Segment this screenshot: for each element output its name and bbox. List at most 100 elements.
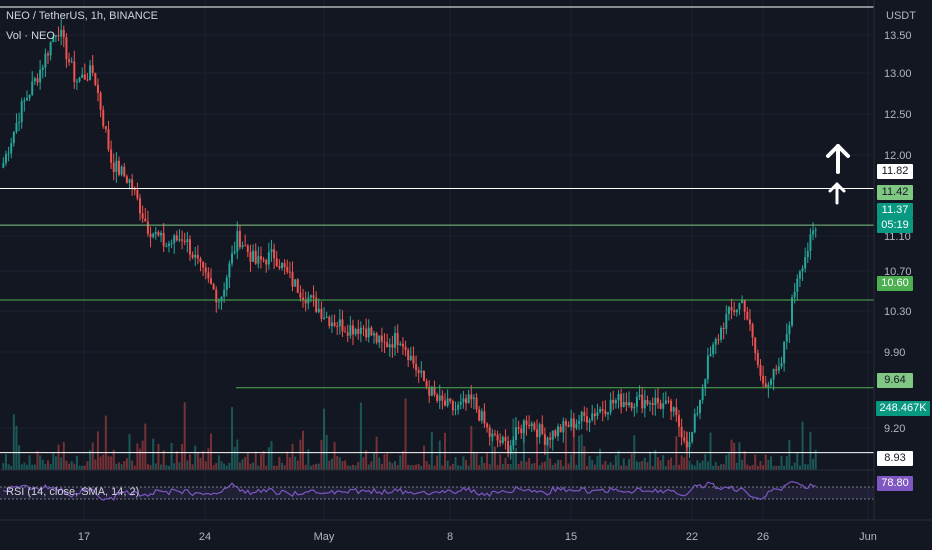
candle-body (730, 307, 733, 311)
candle-body (183, 240, 186, 243)
candle-body (580, 412, 583, 422)
volume-bar (617, 450, 620, 470)
candle-body (52, 36, 55, 43)
candle-body (288, 271, 291, 273)
candle-body (165, 245, 168, 247)
candle-body (638, 394, 641, 397)
candle-body (722, 328, 725, 330)
candle-body (36, 78, 39, 83)
volume-bar (449, 465, 452, 470)
volume-bar (383, 454, 386, 470)
volume-bar (141, 440, 144, 470)
candle-body (404, 346, 407, 351)
candle-body (336, 325, 339, 327)
candle-body (751, 324, 754, 338)
volume-bar (57, 444, 60, 470)
candle-body (415, 363, 418, 371)
candle-body (812, 230, 815, 235)
volume-bar (136, 443, 139, 470)
rsi-legend[interactable]: RSI (14, close, SMA, 14, 2) (6, 486, 140, 498)
volume-bar (601, 464, 604, 470)
volume-bar (294, 456, 297, 470)
candle-body (252, 250, 255, 262)
candle-body (446, 398, 449, 406)
candle-body (559, 426, 562, 433)
volume-bar (488, 464, 491, 470)
volume-bar (454, 457, 457, 470)
volume-bar (785, 456, 788, 470)
volume-bar (798, 465, 801, 470)
candle-body (210, 278, 213, 285)
volume-bar (412, 465, 415, 470)
volume-bar (767, 459, 770, 470)
volume-bar (769, 456, 772, 470)
volume-legend[interactable]: Vol · NEO (6, 30, 55, 42)
candle-body (378, 335, 381, 343)
volume-bar (564, 424, 567, 470)
candle-body (286, 267, 289, 272)
volume-bar (78, 465, 81, 470)
volume-bar (599, 448, 602, 470)
volume-bar (585, 465, 588, 470)
candle-body (688, 441, 691, 448)
volume-bar (446, 460, 449, 470)
volume-bar (288, 457, 291, 470)
candle-body (667, 400, 670, 402)
volume-bar (309, 465, 312, 470)
volume-bar (54, 456, 57, 470)
candle-body (530, 423, 533, 427)
volume-bar (677, 464, 680, 470)
volume-bar (94, 459, 97, 470)
volume-bar (18, 445, 21, 470)
volume-bar (738, 442, 741, 470)
volume-bar (131, 460, 134, 470)
volume-bar (430, 431, 433, 470)
candle-body (459, 401, 462, 405)
candle-body (99, 92, 102, 110)
volume-bar (86, 461, 89, 470)
volume-bar (756, 465, 759, 470)
volume-bar (504, 458, 507, 470)
volume-bar (81, 465, 84, 470)
candle-body (304, 299, 307, 304)
candle-body (238, 231, 241, 248)
candle-body (362, 327, 365, 329)
volume-bar (217, 455, 220, 470)
candle-body (291, 272, 294, 287)
volume-bar (178, 462, 181, 470)
volume-bar (725, 455, 728, 470)
volume-bar (399, 455, 402, 470)
candle-body (275, 258, 278, 267)
volume-bar (259, 453, 262, 470)
volume-bar (696, 460, 699, 470)
volume-bar (570, 454, 573, 470)
horizontal-levels[interactable] (0, 6, 877, 454)
time-tick-label: 8 (447, 531, 453, 543)
candle-body (265, 260, 268, 265)
symbol-legend[interactable]: NEO / TetherUS, 1h, BINANCE (6, 10, 159, 22)
volume-bar (202, 451, 205, 470)
candle-body (383, 341, 386, 343)
candle-body (309, 295, 312, 298)
candle-body (380, 335, 383, 342)
candle-body (223, 289, 226, 297)
volume-bar (641, 460, 644, 470)
candle-body (793, 291, 796, 298)
candle-body (756, 353, 759, 366)
candle-body (412, 355, 415, 364)
time-tick-label: 17 (78, 531, 90, 543)
candle-body (157, 232, 160, 236)
candle-body (60, 29, 63, 37)
volume-bar (252, 462, 255, 470)
candle-body (249, 251, 252, 262)
volume-bar (588, 456, 591, 470)
volume-bar (622, 458, 625, 470)
volume-bar (612, 464, 615, 470)
grid-lines (0, 0, 874, 520)
candle-body (606, 412, 609, 415)
volume-bar (7, 464, 10, 470)
candle-body (562, 421, 565, 433)
candle-body (725, 314, 728, 329)
volume-bar (188, 454, 191, 470)
